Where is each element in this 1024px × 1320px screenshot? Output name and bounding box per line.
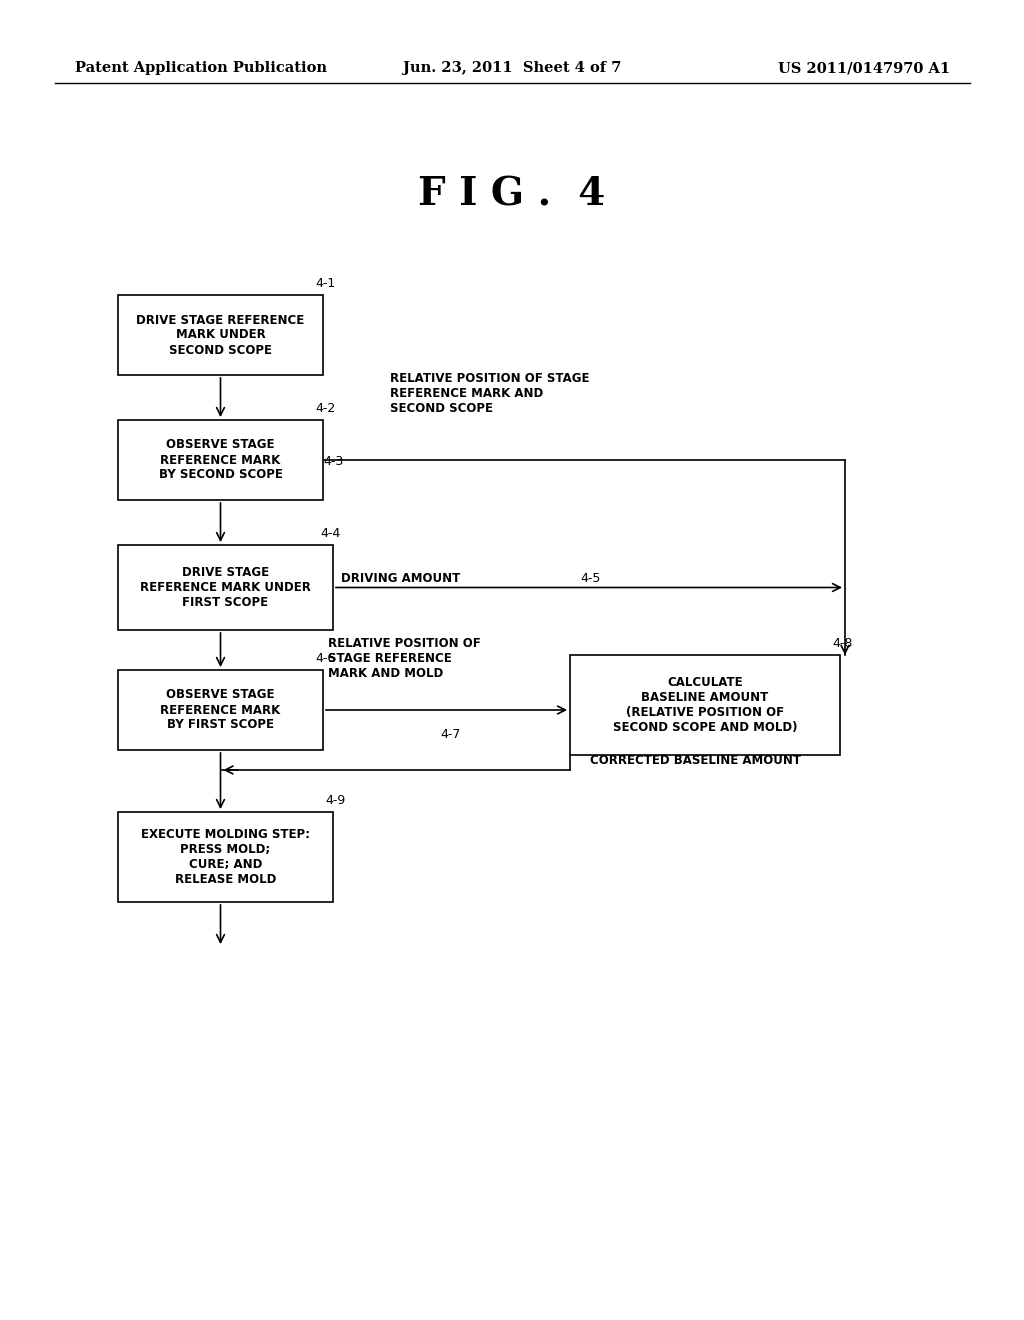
Text: DRIVE STAGE
REFERENCE MARK UNDER
FIRST SCOPE: DRIVE STAGE REFERENCE MARK UNDER FIRST S… xyxy=(140,566,311,609)
Text: 4-8: 4-8 xyxy=(831,638,852,649)
Text: 4-5: 4-5 xyxy=(580,572,600,585)
Text: 4-6: 4-6 xyxy=(315,652,335,665)
Text: 4-7: 4-7 xyxy=(440,729,461,741)
Text: OBSERVE STAGE
REFERENCE MARK
BY FIRST SCOPE: OBSERVE STAGE REFERENCE MARK BY FIRST SC… xyxy=(161,689,281,731)
Text: CALCULATE
BASELINE AMOUNT
(RELATIVE POSITION OF
SECOND SCOPE AND MOLD): CALCULATE BASELINE AMOUNT (RELATIVE POSI… xyxy=(612,676,798,734)
Text: F I G .  4: F I G . 4 xyxy=(419,176,605,214)
Bar xyxy=(570,655,840,755)
Bar xyxy=(118,812,333,902)
Text: CORRECTED BASELINE AMOUNT: CORRECTED BASELINE AMOUNT xyxy=(590,754,801,767)
Text: RELATIVE POSITION OF
STAGE REFERENCE
MARK AND MOLD: RELATIVE POSITION OF STAGE REFERENCE MAR… xyxy=(328,638,480,680)
Text: 4-9: 4-9 xyxy=(325,795,345,807)
Bar xyxy=(118,671,323,750)
Bar xyxy=(118,294,323,375)
Text: Patent Application Publication: Patent Application Publication xyxy=(75,61,327,75)
Text: 4-1: 4-1 xyxy=(315,277,335,290)
Text: EXECUTE MOLDING STEP:
PRESS MOLD;
CURE; AND
RELEASE MOLD: EXECUTE MOLDING STEP: PRESS MOLD; CURE; … xyxy=(141,828,310,886)
Text: OBSERVE STAGE
REFERENCE MARK
BY SECOND SCOPE: OBSERVE STAGE REFERENCE MARK BY SECOND S… xyxy=(159,438,283,482)
Text: 4-3: 4-3 xyxy=(323,455,343,469)
Bar xyxy=(118,420,323,500)
Bar xyxy=(118,545,333,630)
Text: 4-2: 4-2 xyxy=(315,403,335,414)
Text: DRIVE STAGE REFERENCE
MARK UNDER
SECOND SCOPE: DRIVE STAGE REFERENCE MARK UNDER SECOND … xyxy=(136,314,304,356)
Text: US 2011/0147970 A1: US 2011/0147970 A1 xyxy=(778,61,950,75)
Text: Jun. 23, 2011  Sheet 4 of 7: Jun. 23, 2011 Sheet 4 of 7 xyxy=(402,61,622,75)
Text: DRIVING AMOUNT: DRIVING AMOUNT xyxy=(341,572,460,585)
Text: 4-4: 4-4 xyxy=(319,527,340,540)
Text: RELATIVE POSITION OF STAGE
REFERENCE MARK AND
SECOND SCOPE: RELATIVE POSITION OF STAGE REFERENCE MAR… xyxy=(390,372,590,414)
